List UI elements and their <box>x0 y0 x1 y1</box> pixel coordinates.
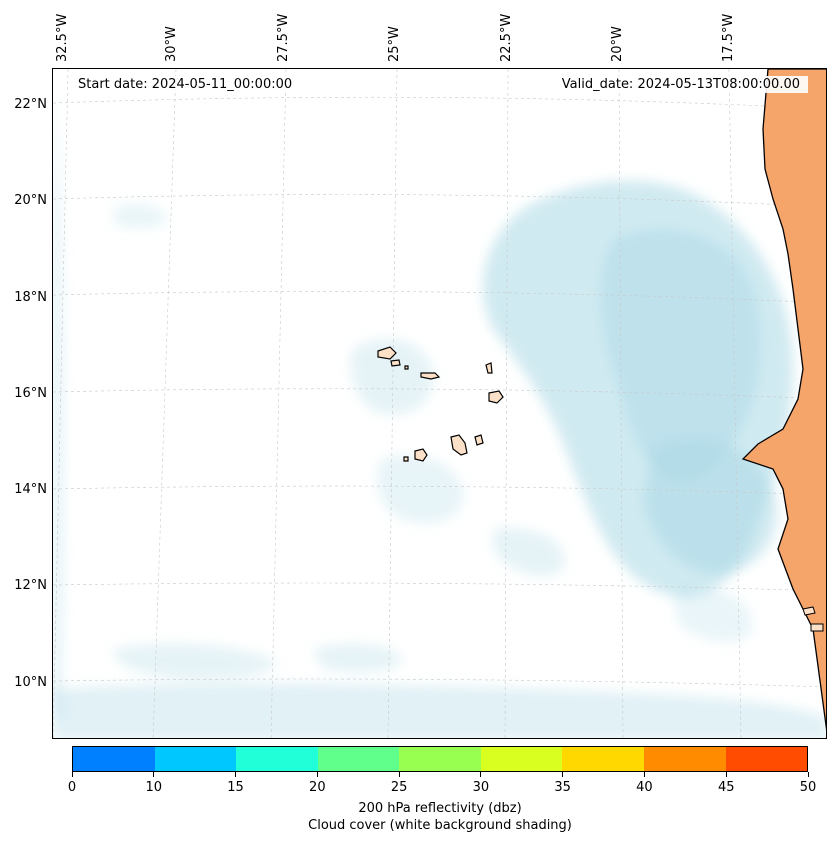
lat-tick-label: 14°N <box>14 482 47 497</box>
island-fogo <box>414 448 428 462</box>
island-brava <box>403 456 409 462</box>
colorbar-segment <box>725 747 808 771</box>
colorbar-tick-label: 15 <box>227 780 244 795</box>
colorbar-tick <box>725 772 727 777</box>
colorbar-tick <box>807 772 809 777</box>
lon-tick-label: 20°W <box>610 26 625 62</box>
island-santiago <box>450 434 468 456</box>
colorbar-tick <box>71 772 73 777</box>
colorbar-tick <box>480 772 482 777</box>
colorbar-tick-label: 40 <box>636 780 653 795</box>
island-maio <box>474 434 484 446</box>
colorbar-segment <box>399 747 481 771</box>
lon-tick-label: 32.5°W <box>55 13 70 62</box>
colorbar <box>72 746 808 772</box>
island-santa-luzia <box>404 365 409 370</box>
lon-tick-label: 27.5°W <box>276 13 291 62</box>
map-panel <box>52 68 827 739</box>
cloud-cover-shading <box>53 89 826 738</box>
bijagos-island-1 <box>802 606 816 616</box>
bijagos-island-2 <box>810 623 824 632</box>
colorbar-segment <box>317 747 400 771</box>
valid-date-label: Valid_date: 2024-05-13T08:00:00.00 <box>553 76 808 93</box>
map-canvas <box>53 69 826 738</box>
lat-tick-label: 12°N <box>14 578 47 593</box>
colorbar-tick <box>235 772 237 777</box>
island-santo-antao <box>377 346 397 360</box>
colorbar-tick <box>153 772 155 777</box>
colorbar-segment <box>236 747 318 771</box>
colorbar-tick <box>316 772 318 777</box>
lat-tick-label: 22°N <box>14 97 47 112</box>
lon-tick-label: 30°W <box>164 26 179 62</box>
colorbar-segment <box>154 747 237 771</box>
lon-tick-label: 22.5°W <box>499 13 514 62</box>
start-date-label: Start date: 2024-05-11_00:00:00 <box>70 76 301 93</box>
colorbar-tick-label: 25 <box>390 780 408 795</box>
colorbar-tick <box>562 772 564 777</box>
colorbar-tick-label: 30 <box>472 780 490 795</box>
colorbar-tick-label: 20 <box>309 780 326 795</box>
lat-tick-label: 20°N <box>14 193 47 208</box>
colorbar-segment <box>643 747 726 771</box>
lat-tick-label: 10°N <box>14 675 47 690</box>
colorbar-segment <box>73 747 155 771</box>
colorbar-tick <box>398 772 400 777</box>
lon-tick-label: 17.5°W <box>721 13 736 62</box>
island-sao-nicolau <box>420 372 441 380</box>
colorbar-segment <box>562 747 644 771</box>
colorbar-tick-label: 45 <box>717 780 735 795</box>
colorbar-sublabel: Cloud cover (white background shading) <box>308 818 572 833</box>
colorbar-segment <box>480 747 563 771</box>
lat-tick-label: 16°N <box>14 386 47 401</box>
colorbar-tick-label: 0 <box>67 780 77 795</box>
lat-tick-label: 18°N <box>14 290 47 305</box>
colorbar-tick-label: 50 <box>799 780 817 795</box>
graticule <box>53 69 826 738</box>
colorbar-label: 200 hPa reflectivity (dbz) <box>358 801 522 816</box>
island-sal <box>485 362 493 374</box>
colorbar-tick <box>643 772 645 777</box>
island-boa-vista <box>488 390 504 404</box>
island-sao-vicente <box>390 359 401 367</box>
lon-tick-label: 25°W <box>387 26 402 62</box>
colorbar-tick-label: 35 <box>554 780 571 795</box>
colorbar-tick-label: 10 <box>145 780 163 795</box>
